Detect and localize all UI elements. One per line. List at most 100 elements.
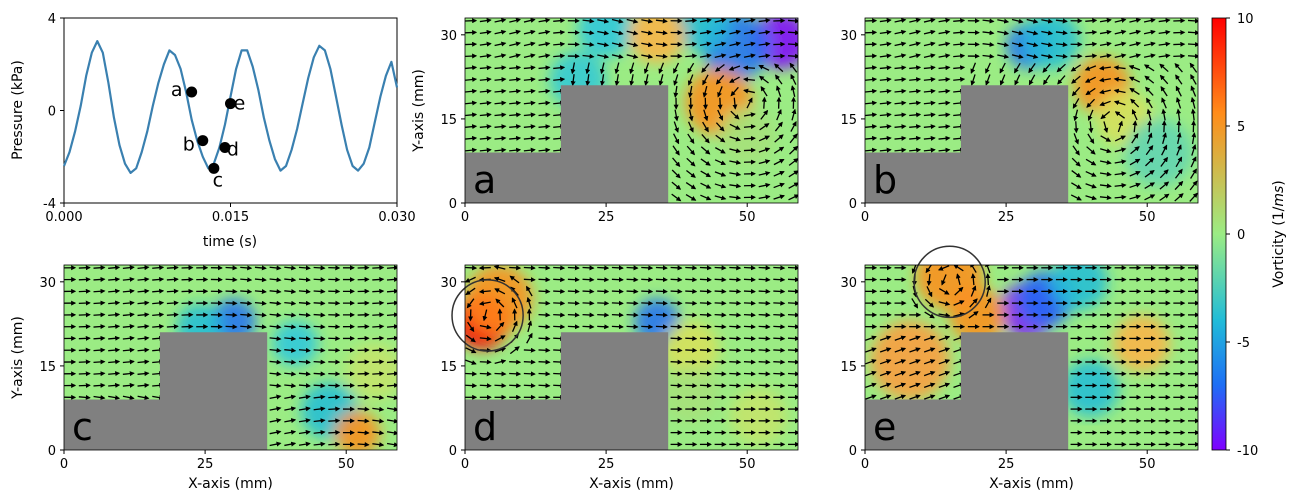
velocity-arrow <box>909 394 921 400</box>
velocity-arrow <box>479 147 492 153</box>
velocity-arrow <box>511 297 518 309</box>
velocity-arrow <box>909 335 921 341</box>
velocity-arrow <box>538 77 551 83</box>
velocity-arrow <box>1189 180 1198 191</box>
velocity-arrow <box>714 312 727 318</box>
velocity-arrow <box>1114 41 1127 47</box>
velocity-arrow <box>1144 75 1155 84</box>
velocity-arrow <box>938 370 951 377</box>
velocity-arrow <box>313 383 326 389</box>
velocity-arrow <box>776 108 782 121</box>
velocity-arrow <box>984 297 992 309</box>
velocity-arrow <box>970 273 976 286</box>
velocity-arrow <box>1159 193 1170 202</box>
y-tick-label: 30 <box>39 276 56 291</box>
velocity-arrow <box>479 18 492 24</box>
velocity-arrow <box>1057 75 1066 85</box>
velocity-arrow <box>611 30 624 36</box>
velocity-arrow <box>479 383 492 389</box>
velocity-arrow <box>938 135 951 141</box>
velocity-arrow <box>1129 29 1142 35</box>
velocity-arrow <box>284 441 297 447</box>
velocity-arrow <box>269 312 282 318</box>
velocity-arrow <box>527 320 533 333</box>
velocity-arrow <box>658 62 665 74</box>
velocity-arrow <box>386 418 397 424</box>
velocity-arrow <box>269 371 282 377</box>
velocity-arrow <box>699 41 712 47</box>
velocity-arrow <box>672 133 680 145</box>
velocity-arrow <box>298 336 311 342</box>
velocity-arrow <box>465 112 478 118</box>
velocity-arrow <box>122 347 135 353</box>
velocity-arrow <box>386 395 397 401</box>
velocity-arrow <box>313 394 326 400</box>
velocity-arrow <box>298 429 311 435</box>
velocity-arrow <box>538 288 551 294</box>
velocity-arrow <box>597 53 610 59</box>
velocity-arrow <box>494 65 507 71</box>
velocity-arrow <box>93 265 106 271</box>
pressure-xlabel: time (s) <box>203 234 257 250</box>
velocity-arrow <box>1160 156 1169 167</box>
velocity-arrow <box>923 65 936 71</box>
velocity-arrow <box>122 288 135 294</box>
velocity-arrow <box>699 288 712 294</box>
velocity-arrow <box>298 406 311 412</box>
velocity-arrow <box>509 29 521 35</box>
velocity-arrow <box>1190 85 1197 97</box>
velocity-arrow <box>1130 146 1140 155</box>
velocity-arrow <box>758 312 771 318</box>
velocity-arrow <box>938 112 951 118</box>
colorbar-tick-label: -5 <box>1237 336 1250 351</box>
velocity-arrow <box>284 383 297 389</box>
velocity-arrow <box>478 300 491 306</box>
velocity-arrow <box>926 286 933 298</box>
velocity-arrow <box>758 29 771 35</box>
velocity-arrow <box>923 382 936 388</box>
velocity-arrow <box>909 29 921 35</box>
velocity-arrow <box>743 124 756 130</box>
velocity-arrow <box>865 77 878 83</box>
velocity-arrow <box>938 29 951 35</box>
velocity-arrow <box>655 312 668 318</box>
y-tick-label: 0 <box>849 197 857 212</box>
velocity-arrow <box>1129 53 1142 59</box>
velocity-arrow <box>894 41 907 47</box>
velocity-arrow <box>1085 53 1098 59</box>
y-tick-label: 0 <box>48 444 56 459</box>
velocity-arrow <box>372 276 385 282</box>
velocity-arrow <box>494 77 507 83</box>
velocity-arrow <box>328 430 341 436</box>
velocity-arrow <box>597 265 610 271</box>
velocity-arrow <box>714 171 727 177</box>
velocity-arrow <box>1114 29 1127 35</box>
velocity-arrow <box>879 124 892 130</box>
velocity-arrow <box>894 335 907 341</box>
velocity-arrow <box>284 265 297 271</box>
velocity-arrow <box>729 183 742 189</box>
velocity-arrow <box>655 324 668 330</box>
velocity-arrow <box>789 145 798 155</box>
velocity-arrow <box>626 30 639 36</box>
colorbar-tick-label: 10 <box>1237 12 1254 27</box>
y-tick-label: 30 <box>440 276 457 291</box>
velocity-arrow <box>93 312 106 318</box>
velocity-arrow <box>1103 121 1109 134</box>
velocity-arrow <box>955 273 961 286</box>
velocity-arrow <box>1114 111 1125 119</box>
velocity-arrow <box>687 62 695 74</box>
velocity-arrow <box>523 135 536 141</box>
velocity-arrow <box>641 42 654 48</box>
velocity-arrow <box>538 277 551 283</box>
velocity-arrow <box>269 277 282 283</box>
velocity-arrow <box>761 96 767 109</box>
velocity-arrow <box>923 77 936 83</box>
velocity-arrow <box>1146 108 1152 121</box>
velocity-arrow <box>746 97 753 109</box>
vorticity-blob <box>730 388 787 445</box>
velocity-arrow <box>553 300 566 306</box>
velocity-arrow <box>465 287 476 296</box>
velocity-arrow <box>553 288 566 294</box>
velocity-arrow <box>699 18 712 23</box>
